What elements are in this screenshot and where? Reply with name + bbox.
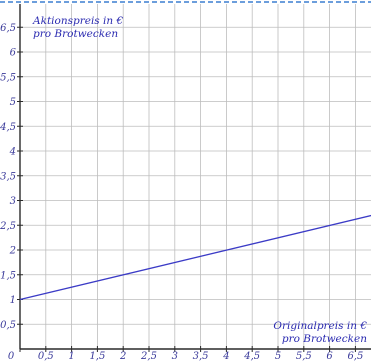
y-tick-label: 3,5 — [0, 171, 16, 182]
y-axis-label-line2: pro Brotwecken — [33, 28, 118, 40]
y-tick-label: 4,5 — [0, 122, 16, 133]
x-tick-labels: 0 0,5 1 1,5 2 2,5 3 3,5 4 4,5 5 5,5 6 6,5 — [8, 351, 364, 361]
x-tick-label: 5,5 — [296, 351, 312, 361]
x-tick-label: 0,5 — [38, 351, 54, 361]
y-axis-label-line1: Aktionspreis in € — [32, 15, 123, 27]
x-tick-label: 6,5 — [347, 351, 363, 361]
y-tick-label: 1,5 — [0, 270, 16, 281]
y-tick-label: 0,5 — [0, 320, 16, 331]
y-tick-label: 6 — [10, 48, 17, 59]
y-tick-label: 2 — [9, 246, 16, 257]
y-tick-label: 3 — [10, 196, 16, 207]
y-tick-label: 1 — [10, 295, 16, 306]
x-tick-label: 4,5 — [243, 351, 260, 361]
x-axis-label-line2: pro Brotwecken — [282, 333, 367, 345]
x-axis-label-line1: Originalpreis in € — [273, 320, 367, 332]
y-tick-label: 5 — [10, 97, 16, 108]
x-tick-label: 0 — [8, 351, 15, 361]
x-tick-label: 2 — [119, 351, 126, 361]
grid — [20, 4, 371, 349]
y-tick-labels: 0,5 1 1,5 2 2,5 3 3,5 4 4,5 5 5,5 6 6,5 — [0, 23, 17, 331]
y-tick-label: 5,5 — [0, 72, 16, 83]
y-tick-label: 2,5 — [0, 221, 16, 232]
y-tick-label: 6,5 — [0, 23, 16, 34]
axes — [17, 4, 371, 352]
series-line — [19, 214, 371, 301]
y-tick-label: 4 — [9, 147, 16, 158]
x-tick-label: 3 — [172, 351, 178, 361]
x-tick-label: 4 — [222, 351, 229, 361]
x-tick-label: 1 — [68, 351, 74, 361]
x-tick-label: 6 — [326, 351, 333, 361]
x-tick-label: 3,5 — [193, 351, 209, 361]
series-group — [19, 214, 371, 301]
x-tick-label: 2,5 — [140, 351, 157, 361]
x-tick-label: 1,5 — [89, 351, 105, 361]
x-tick-label: 5 — [275, 351, 281, 361]
